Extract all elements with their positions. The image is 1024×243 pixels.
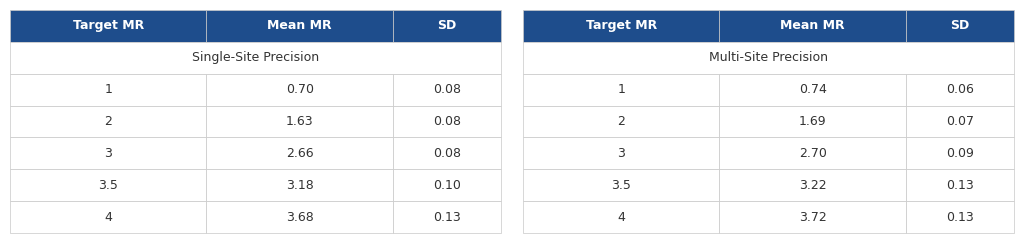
Bar [523, 10, 720, 42]
Bar [906, 105, 1014, 138]
Bar [207, 201, 393, 233]
Text: 3.5: 3.5 [611, 179, 631, 192]
Bar [10, 105, 207, 138]
Text: 4: 4 [617, 211, 625, 224]
Bar [720, 138, 906, 169]
Bar [523, 42, 1014, 74]
Text: 3: 3 [104, 147, 113, 160]
Bar [906, 169, 1014, 201]
Text: 2: 2 [104, 115, 113, 128]
Text: Multi-Site Precision: Multi-Site Precision [709, 51, 828, 64]
Text: Mean MR: Mean MR [267, 19, 332, 32]
Bar [207, 10, 393, 42]
Bar [523, 201, 720, 233]
Bar [720, 169, 906, 201]
Text: Single-Site Precision: Single-Site Precision [191, 51, 319, 64]
Bar [10, 10, 207, 42]
Text: 1.69: 1.69 [799, 115, 826, 128]
Bar [207, 74, 393, 105]
Bar [10, 169, 207, 201]
Text: 0.09: 0.09 [946, 147, 974, 160]
Text: 2.66: 2.66 [286, 147, 313, 160]
Text: 0.10: 0.10 [433, 179, 461, 192]
Text: 1: 1 [617, 83, 625, 96]
Text: 3.18: 3.18 [286, 179, 313, 192]
Bar [207, 105, 393, 138]
Text: 3.68: 3.68 [286, 211, 313, 224]
Bar [207, 138, 393, 169]
Bar [10, 74, 207, 105]
Bar [10, 201, 207, 233]
Bar [720, 201, 906, 233]
Text: 1: 1 [104, 83, 113, 96]
Bar [207, 169, 393, 201]
Text: 3.5: 3.5 [98, 179, 118, 192]
Text: 0.74: 0.74 [799, 83, 826, 96]
Text: SD: SD [437, 19, 457, 32]
Text: 3.72: 3.72 [799, 211, 826, 224]
Text: 3.22: 3.22 [799, 179, 826, 192]
Text: 0.70: 0.70 [286, 83, 313, 96]
Bar [393, 74, 501, 105]
Bar [393, 10, 501, 42]
Bar [523, 105, 720, 138]
Bar [10, 138, 207, 169]
Bar [393, 201, 501, 233]
Text: 0.13: 0.13 [946, 179, 974, 192]
Text: 2.70: 2.70 [799, 147, 826, 160]
Bar [523, 138, 720, 169]
Text: Mean MR: Mean MR [780, 19, 845, 32]
Bar [906, 138, 1014, 169]
Bar [393, 138, 501, 169]
Bar [906, 74, 1014, 105]
Text: 0.07: 0.07 [946, 115, 974, 128]
Bar [906, 201, 1014, 233]
Text: 0.06: 0.06 [946, 83, 974, 96]
Bar [393, 105, 501, 138]
Text: 0.08: 0.08 [433, 147, 461, 160]
Bar [906, 10, 1014, 42]
Text: 3: 3 [617, 147, 625, 160]
Text: 1.63: 1.63 [286, 115, 313, 128]
Bar [393, 169, 501, 201]
Text: SD: SD [950, 19, 970, 32]
Text: 4: 4 [104, 211, 113, 224]
Bar [523, 74, 720, 105]
Text: 0.08: 0.08 [433, 83, 461, 96]
Bar [720, 10, 906, 42]
Bar [720, 74, 906, 105]
Text: Target MR: Target MR [586, 19, 656, 32]
Text: Target MR: Target MR [73, 19, 143, 32]
Text: 0.13: 0.13 [433, 211, 461, 224]
Text: 0.13: 0.13 [946, 211, 974, 224]
Text: 2: 2 [617, 115, 625, 128]
Text: 0.08: 0.08 [433, 115, 461, 128]
Bar [10, 42, 501, 74]
Bar [720, 105, 906, 138]
Bar [523, 169, 720, 201]
